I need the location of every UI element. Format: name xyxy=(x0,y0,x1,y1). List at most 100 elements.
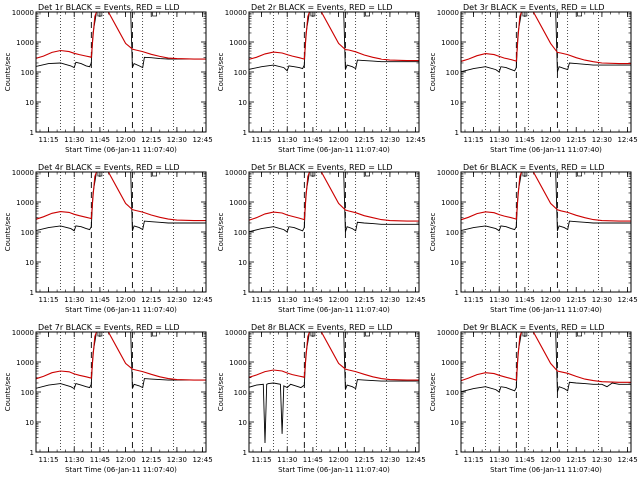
x-tick-label: 12:15 xyxy=(354,136,374,144)
y-tick-label: 100 xyxy=(21,69,34,77)
x-tick-label: 12:30 xyxy=(380,136,400,144)
y-tick-label: 10 xyxy=(238,259,247,267)
plot-frame xyxy=(35,171,207,293)
y-tick-label: 1000 xyxy=(441,199,459,207)
y-tick-label: 10 xyxy=(450,419,459,427)
x-tick-label: 11:45 xyxy=(515,296,535,304)
state-box xyxy=(577,11,583,17)
lld-series-line xyxy=(36,172,206,222)
x-tick-label: 11:15 xyxy=(463,456,483,464)
panel-title: Det 3r BLACK = Events, RED = LLD xyxy=(463,3,605,12)
x-tick-label: 12:30 xyxy=(167,456,187,464)
x-tick-label: 11:15 xyxy=(38,296,58,304)
x-tick-label: 12:15 xyxy=(354,456,374,464)
x-tick-label: 11:45 xyxy=(303,456,323,464)
lld-series-line xyxy=(249,332,419,381)
x-tick-label: 11:45 xyxy=(90,296,110,304)
events-series-line xyxy=(249,12,419,72)
y-tick-label: 10000 xyxy=(12,329,34,337)
x-tick-label: 12:45 xyxy=(192,456,212,464)
x-tick-label: 12:45 xyxy=(405,136,425,144)
plot-frame xyxy=(248,331,420,453)
y-tick-label: 100 xyxy=(446,229,459,237)
y-tick-label: 1 xyxy=(455,289,459,297)
state-box xyxy=(365,331,371,337)
x-tick-label: 12:15 xyxy=(141,136,161,144)
y-tick-label: 10000 xyxy=(437,329,459,337)
lld-series-line xyxy=(36,12,206,60)
x-axis-label: Start Time (06-Jan-11 11:07:40) xyxy=(278,146,390,154)
x-axis-label: Start Time (06-Jan-11 11:07:40) xyxy=(65,466,177,474)
plot-frame xyxy=(35,331,207,453)
y-axis-label: Counts/sec xyxy=(217,53,225,92)
y-tick-label: 1000 xyxy=(441,39,459,47)
plot-frame xyxy=(35,11,207,133)
y-tick-label: 10000 xyxy=(437,9,459,17)
y-tick-label: 1 xyxy=(455,449,459,457)
x-tick-label: 12:00 xyxy=(115,136,135,144)
x-tick-label: 11:45 xyxy=(303,296,323,304)
panel-det-3: Det 3r BLACK = Events, RED = LLD Counts/s… xyxy=(429,3,638,154)
x-tick-label: 12:00 xyxy=(328,456,348,464)
y-tick-label: 100 xyxy=(234,229,247,237)
x-tick-label: 12:00 xyxy=(328,296,348,304)
x-tick-label: 11:45 xyxy=(515,136,535,144)
panel-det-4: Det 4r BLACK = Events, RED = LLD Counts/s… xyxy=(4,163,213,314)
y-tick-label: 10 xyxy=(238,419,247,427)
state-box xyxy=(577,171,583,177)
y-axis-label: Counts/sec xyxy=(429,373,437,412)
y-tick-label: 1 xyxy=(243,129,247,137)
events-series-line xyxy=(461,172,631,232)
panel-det-8: Det 8r BLACK = Events, RED = LLD Counts/s… xyxy=(217,323,426,474)
panel-det-7: Det 7r BLACK = Events, RED = LLD Counts/s… xyxy=(4,323,213,474)
y-tick-label: 1000 xyxy=(229,359,247,367)
y-tick-label: 10 xyxy=(238,99,247,107)
state-box xyxy=(152,331,158,337)
panel-det-2: Det 2r BLACK = Events, RED = LLD Counts/s… xyxy=(217,3,426,154)
y-tick-label: 1000 xyxy=(229,39,247,47)
y-axis-label: Counts/sec xyxy=(429,53,437,92)
panel-det-5: Det 5r BLACK = Events, RED = LLD Counts/s… xyxy=(217,163,426,314)
x-tick-label: 11:45 xyxy=(90,456,110,464)
plot-frame xyxy=(460,171,632,293)
panel-title: Det 4r BLACK = Events, RED = LLD xyxy=(38,163,180,172)
y-tick-label: 100 xyxy=(446,69,459,77)
x-tick-label: 12:15 xyxy=(566,456,586,464)
x-tick-label: 11:30 xyxy=(489,456,509,464)
x-tick-label: 12:30 xyxy=(592,296,612,304)
events-series-line xyxy=(36,332,206,390)
y-tick-label: 100 xyxy=(21,229,34,237)
y-tick-label: 100 xyxy=(446,389,459,397)
x-tick-label: 11:15 xyxy=(38,456,58,464)
state-box xyxy=(577,331,583,337)
y-tick-label: 10 xyxy=(450,259,459,267)
x-tick-label: 12:30 xyxy=(592,136,612,144)
y-tick-label: 10000 xyxy=(225,9,247,17)
y-tick-label: 10000 xyxy=(225,329,247,337)
y-tick-label: 1 xyxy=(30,449,34,457)
x-tick-label: 12:15 xyxy=(141,456,161,464)
x-axis-label: Start Time (06-Jan-11 11:07:40) xyxy=(490,146,602,154)
x-tick-label: 12:45 xyxy=(617,136,637,144)
events-series-line xyxy=(461,332,631,393)
x-tick-label: 12:45 xyxy=(405,456,425,464)
y-tick-label: 10000 xyxy=(12,9,34,17)
events-series-line xyxy=(36,172,206,232)
panel-title: Det 6r BLACK = Events, RED = LLD xyxy=(463,163,605,172)
y-tick-label: 100 xyxy=(21,389,34,397)
x-tick-label: 12:45 xyxy=(192,296,212,304)
x-tick-label: 12:00 xyxy=(540,456,560,464)
y-tick-label: 1 xyxy=(455,129,459,137)
x-tick-label: 12:45 xyxy=(617,296,637,304)
x-tick-label: 11:45 xyxy=(515,456,535,464)
x-tick-label: 11:30 xyxy=(64,136,84,144)
x-axis-label: Start Time (06-Jan-11 11:07:40) xyxy=(278,306,390,314)
y-tick-label: 10 xyxy=(25,259,34,267)
y-axis-label: Counts/sec xyxy=(429,213,437,252)
x-tick-label: 12:45 xyxy=(617,456,637,464)
x-tick-label: 11:15 xyxy=(463,136,483,144)
lld-series-line xyxy=(461,12,631,65)
y-tick-label: 1 xyxy=(243,449,247,457)
y-axis-label: Counts/sec xyxy=(4,53,12,92)
y-axis-label: Counts/sec xyxy=(217,373,225,412)
